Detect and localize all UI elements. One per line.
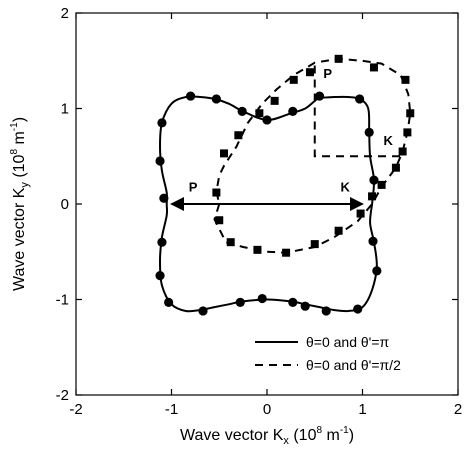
series-1-point [186, 91, 196, 101]
series-2-point [226, 238, 235, 247]
series-1-point [321, 306, 331, 316]
series-2-point [255, 109, 264, 118]
series-1-point [157, 118, 167, 128]
y-axis-label: Wave vector Ky (108 m-1) [9, 117, 31, 291]
series-2-point [215, 216, 224, 225]
series-2-point [406, 109, 415, 118]
legend-label-dashed: θ=0 and θ'=π/2 [306, 357, 401, 373]
series-1-point [237, 106, 247, 116]
series-2-point [398, 147, 407, 156]
series-1-point [372, 266, 382, 276]
series-2-point [289, 75, 298, 84]
dashed-p-label: P [323, 66, 332, 81]
series-1-point [314, 91, 325, 101]
arrow-k-label: K [341, 180, 351, 195]
data-markers [155, 54, 415, 316]
x-axis-label: Wave vector Kx (108 m-1) [180, 425, 354, 447]
series-1-point [159, 193, 169, 203]
series-1-point [369, 175, 379, 185]
series-1-point [262, 115, 272, 125]
series-1-point [288, 297, 298, 307]
series-1-point [257, 293, 267, 304]
y-tick-label: 0 [61, 196, 69, 213]
series-2-point [403, 128, 412, 137]
y-tick-label: 1 [61, 101, 69, 118]
series-2-point [377, 180, 386, 189]
series-1-point [155, 156, 165, 166]
series-2-point [212, 188, 221, 197]
series-2-point [334, 226, 343, 235]
series-1-point [355, 94, 365, 104]
series-2-point [356, 209, 365, 218]
series-1-point [164, 297, 174, 307]
series-2-point [334, 54, 343, 63]
series-1-point [235, 297, 245, 307]
series-1-point [288, 106, 298, 116]
data-curves [158, 57, 412, 313]
x-tick-label: 2 [454, 401, 462, 418]
legend-label-solid: θ=0 and θ'=π [306, 334, 390, 350]
series-2-point [253, 245, 262, 254]
series-1-point [368, 236, 378, 246]
series-2-point [270, 96, 279, 105]
x-tick-label: -2 [69, 401, 82, 418]
series-2-point [368, 192, 377, 201]
series-2-point [369, 63, 378, 72]
series-1-point [364, 127, 374, 137]
arrow-p-label: P [189, 180, 198, 195]
series-1-point [157, 237, 167, 247]
legend: θ=0 and θ'=π θ=0 and θ'=π/2 [255, 334, 401, 373]
series-2-point [234, 131, 243, 140]
y-tick-label: 2 [61, 5, 69, 22]
x-tick-label: -1 [165, 401, 178, 418]
dashed-corner-line [313, 65, 406, 158]
series-1-point [353, 304, 363, 314]
series-1-point [198, 306, 208, 316]
series-1-point [300, 301, 310, 311]
series-2-point [220, 149, 229, 158]
series-2-point [391, 163, 400, 172]
series-2-point [310, 240, 319, 249]
series-2-point [282, 248, 291, 257]
series-2-point [305, 68, 314, 77]
series-2-point [401, 75, 410, 84]
y-tick-label: -1 [56, 292, 69, 309]
series-1-point [155, 271, 165, 281]
series-1-point [211, 94, 221, 104]
y-tick-label: -2 [56, 387, 69, 404]
dashed-k-label: K [384, 133, 394, 148]
axis-ticks: -2 -1 0 1 2 -2 -1 0 1 2 [56, 5, 463, 418]
x-tick-label: 0 [263, 401, 271, 418]
x-tick-label: 1 [358, 401, 366, 418]
